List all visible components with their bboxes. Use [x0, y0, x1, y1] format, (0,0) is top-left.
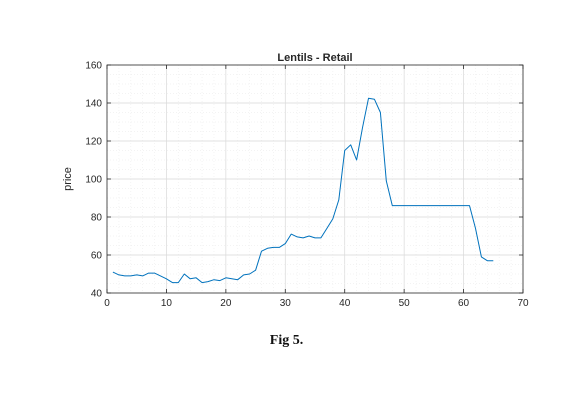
x-tick-label: 60 — [458, 298, 470, 309]
x-tick-label: 30 — [280, 298, 292, 309]
grid — [107, 65, 523, 293]
axis-ticks: 0 10 20 30 40 50 60 70 40 60 80 100 120 140 160 — [85, 61, 529, 310]
chart-title: Lentils - Retail — [277, 52, 352, 64]
figure-caption: Fig 5. — [269, 333, 304, 348]
x-tick-label: 20 — [220, 298, 232, 309]
y-tick-label: 80 — [91, 213, 103, 224]
x-tick-label: 50 — [399, 298, 411, 309]
y-axis-label: price — [62, 167, 74, 191]
x-tick-label: 40 — [339, 298, 351, 309]
series-layer — [112, 97, 494, 284]
y-tick-label: 140 — [85, 99, 102, 110]
x-tick-label: 10 — [161, 298, 173, 309]
y-tick-label: 160 — [85, 61, 102, 72]
x-tick-label: 0 — [104, 298, 110, 309]
x-tick-label: 70 — [517, 298, 529, 309]
y-tick-label: 120 — [85, 137, 102, 148]
y-tick-label: 100 — [85, 175, 102, 186]
y-tick-label: 60 — [91, 251, 103, 262]
y-tick-label: 40 — [91, 289, 103, 300]
price-series-line — [112, 97, 494, 284]
